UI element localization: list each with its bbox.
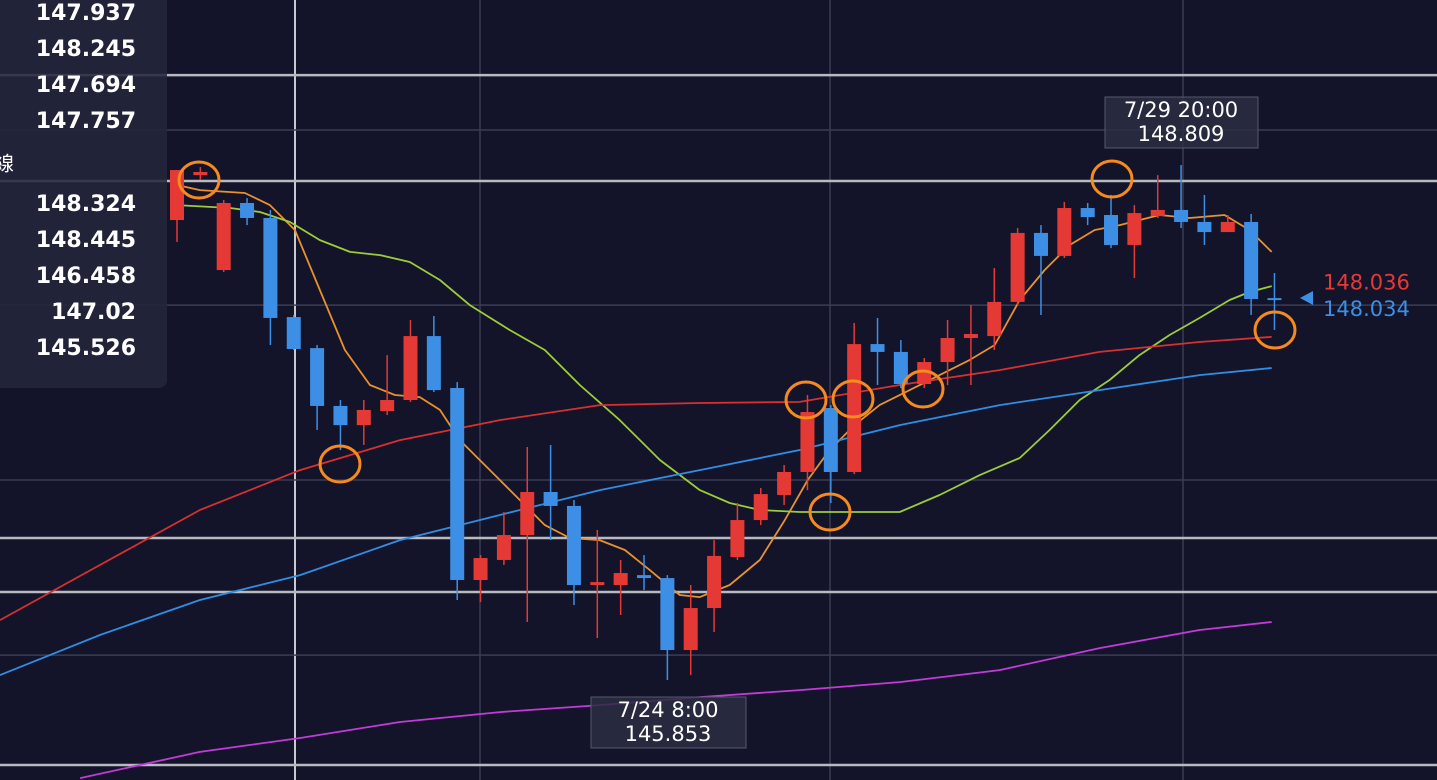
highlight-circle [318,444,362,484]
panel-label: 線 [0,151,14,175]
candle-body [1220,221,1235,233]
candle-body [847,344,862,472]
candle-body [800,412,815,472]
price-tag: 148.036 [1323,271,1410,295]
candle-body [1174,209,1189,222]
highlight-circle [901,369,945,409]
highlight-circle [831,379,875,419]
candle-body [473,558,488,580]
annotation-value: 145.853 [625,722,712,746]
candle-body [566,505,581,586]
candle-body [543,492,558,506]
candle-body [987,301,1002,337]
panel-bg [0,0,167,388]
candle-body [777,471,792,495]
candle-body [823,408,838,472]
ma-line [0,336,1272,621]
candle-body [1104,214,1119,245]
ma-line [0,367,1272,676]
panel-value: 148.445 [36,228,136,253]
candle-body [1080,208,1095,218]
candles [169,164,1282,680]
candle-body [1010,232,1025,302]
candle-body [310,348,325,406]
candle-body [917,362,932,384]
panel-value: 145.526 [36,336,136,361]
levels [0,73,1437,767]
candle-body [169,170,184,221]
annotation-value: 148.809 [1138,122,1225,146]
price-pointer [1300,291,1313,305]
ma-lines [0,184,1273,779]
candle-body [380,400,395,411]
candle-body [520,492,535,536]
candle-body [356,409,371,426]
candle-body [403,336,418,401]
candle-body [1033,232,1048,256]
candle-body [1127,213,1142,245]
annotation: 7/29 20:00 148.809 [1104,96,1259,149]
candle-body [730,520,745,557]
candle-body [193,171,208,176]
ma-line [176,184,1273,598]
panel-value: 147.937 [36,1,136,26]
annotation-text: 7/24 8:00 [618,698,719,722]
highlight-circle [177,160,221,200]
candle-body [1057,208,1072,256]
candle-body [496,535,511,560]
candle-body [1244,221,1259,299]
panel-value: 147.02 [51,300,136,325]
candle-body [216,202,231,271]
candle-body [870,344,885,352]
candle-body [963,333,978,338]
highlight-circle [784,380,828,420]
panel-value: 148.324 [36,192,136,217]
annotation-box [590,696,747,749]
candle-body [590,582,605,586]
panel-value: 147.757 [36,109,136,134]
candle-body [263,217,278,318]
panel-value: 148.245 [36,37,136,62]
annotation: 7/24 8:00 145.853 [590,696,747,749]
panel-value: 147.694 [36,73,136,98]
highlight-circle [1090,159,1134,199]
annotation-text: 7/29 20:00 [1124,98,1238,122]
legend-panel: 147.937 148.245 147.694 147.757 線 148.32… [0,0,167,388]
ma-line [176,204,1272,513]
candle-body [1267,298,1282,301]
panel-value: 146.458 [36,264,136,289]
candle-body [893,351,908,384]
candle-body [240,202,255,218]
highlight-circle [808,492,852,532]
annotation-box [1104,96,1259,149]
candle-body [333,405,348,426]
candle-body [1197,221,1212,233]
candle-body [707,555,722,609]
candle-body [426,336,441,391]
candle-body [1150,209,1165,217]
candle-body [613,573,628,586]
candle-body [940,337,955,363]
candle-body [286,317,301,349]
price-tag: 148.034 [1323,297,1410,321]
candle-body [637,575,652,579]
candle-body [450,387,465,580]
highlight-circles [177,159,1297,532]
candle-body [753,494,768,521]
candle-body [683,608,698,651]
candle-body [660,578,675,651]
highlight-circle [1253,310,1297,350]
